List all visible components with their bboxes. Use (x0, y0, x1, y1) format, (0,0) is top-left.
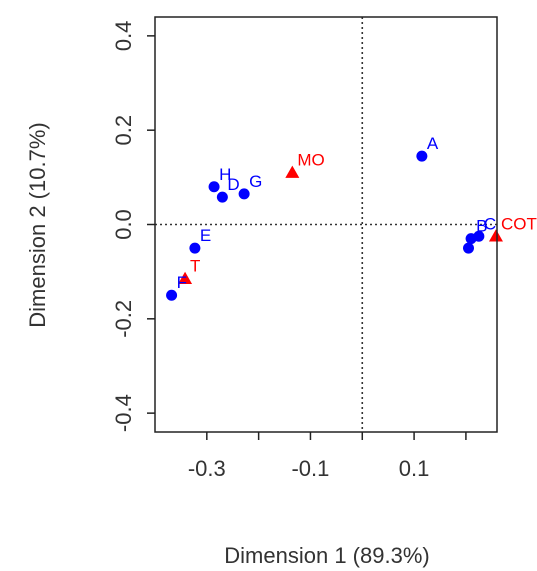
x-tick-label: 0.1 (399, 456, 430, 481)
row-point-label: F (177, 273, 187, 292)
y-tick-label: 0.2 (111, 115, 136, 146)
column-point-label: COT (501, 214, 537, 233)
column-point-label: MO (297, 151, 324, 170)
row-point-marker (189, 242, 201, 254)
y-tick-label: 0.4 (111, 21, 136, 52)
row-point-label: B (476, 217, 487, 236)
row-point-marker (208, 181, 220, 193)
column-point-marker (488, 229, 503, 242)
row-point-label: A (427, 134, 439, 153)
x-axis-title: Dimension 1 (89.3%) (224, 543, 429, 568)
column-point-marker (285, 165, 300, 178)
row-point-label: E (200, 226, 211, 245)
row-point-marker (465, 233, 477, 245)
row-point-label: D (227, 175, 239, 194)
row-point-marker (416, 150, 428, 162)
row-point-label: C (484, 214, 496, 233)
x-tick-label: -0.3 (188, 456, 226, 481)
row-point-marker (238, 188, 250, 200)
y-tick-label: -0.2 (111, 300, 136, 338)
y-tick-label: -0.4 (111, 394, 136, 432)
row-point-label: H (219, 165, 231, 184)
row-point-marker (166, 289, 178, 301)
y-tick-label: 0.0 (111, 209, 136, 240)
row-point-label: G (249, 172, 262, 191)
x-tick-label: -0.1 (291, 456, 329, 481)
y-axis-title: Dimension 2 (10.7%) (25, 122, 50, 327)
column-point-label: T (190, 257, 200, 276)
column-point-marker (178, 271, 193, 284)
row-point-marker (216, 191, 228, 203)
row-point-marker (463, 242, 474, 254)
